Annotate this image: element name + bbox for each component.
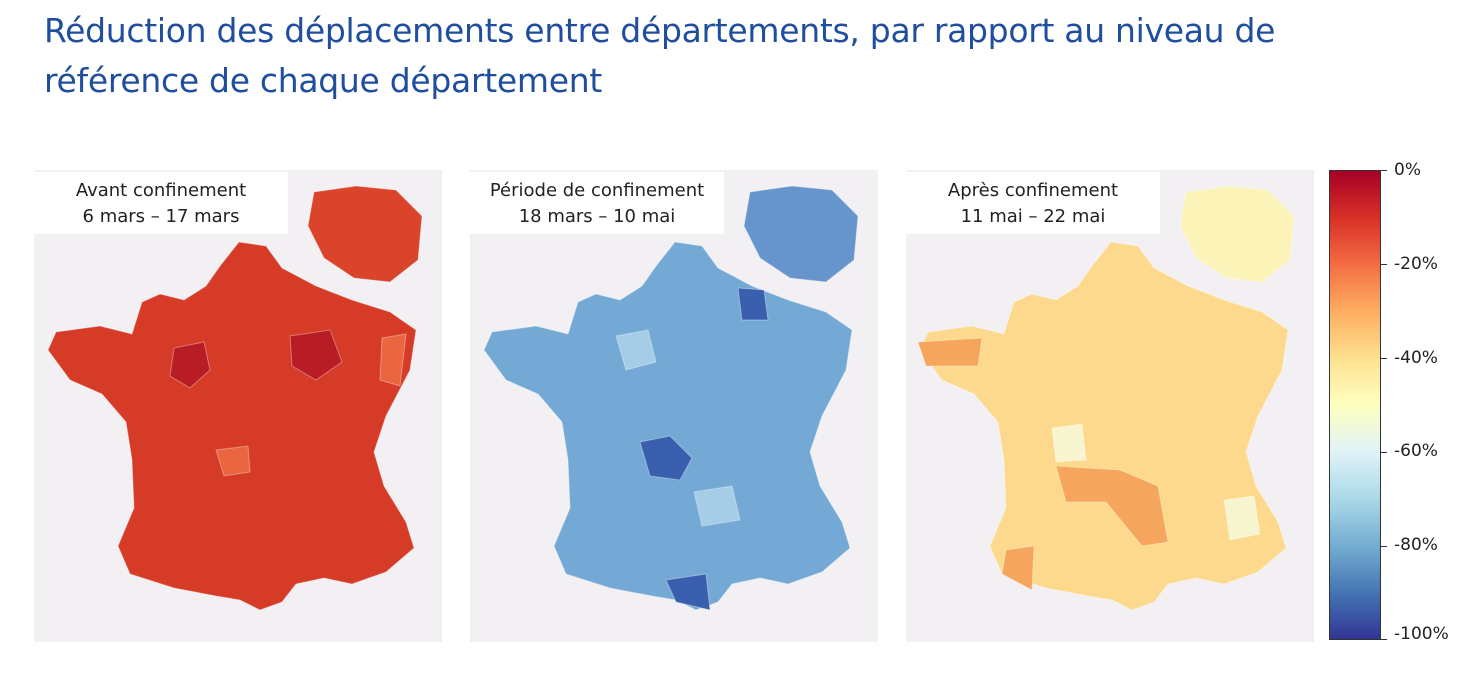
region-dark-2 — [289, 329, 343, 381]
region-light-2 — [215, 445, 251, 477]
page-title: Réduction des déplacements entre départe… — [44, 11, 1276, 100]
legend-tickmark — [1381, 546, 1387, 547]
period-name: Avant confinement — [75, 180, 247, 201]
region-light-1 — [379, 333, 407, 387]
region-dark-1 — [1055, 465, 1169, 547]
ile-de-france-inset — [307, 185, 423, 283]
legend-tick-label: -20% — [1394, 254, 1438, 274]
map-panel-confinement — [470, 170, 878, 642]
map-panel-apres — [906, 170, 1314, 642]
ile-de-france-inset — [1179, 185, 1295, 283]
france-map-confinement — [483, 185, 859, 611]
color-scale-bar — [1329, 170, 1381, 640]
france-mainland-shape — [47, 241, 417, 611]
france-map-avant — [47, 185, 423, 611]
legend-tickmark — [1381, 170, 1387, 171]
legend-tick-label: 0% — [1394, 160, 1421, 180]
region-dark-1 — [169, 341, 211, 389]
period-dates: 11 mai – 22 mai — [960, 206, 1106, 227]
legend-tick-label: -40% — [1394, 348, 1438, 368]
region-dark-2 — [917, 337, 983, 367]
period-name: Après confinement — [947, 180, 1119, 201]
region-dark-2 — [665, 573, 711, 611]
period-dates: 6 mars – 17 mars — [82, 206, 240, 227]
legend-tickmark — [1381, 639, 1387, 640]
period-label-confinement: Période de confinement 18 mars – 10 mai — [470, 172, 724, 234]
legend-tickmark — [1381, 264, 1387, 265]
legend-tickmark — [1381, 358, 1387, 359]
region-light-2 — [1223, 495, 1261, 541]
period-label-avant: Avant confinement 6 mars – 17 mars — [34, 172, 288, 234]
region-dark-1 — [639, 435, 693, 481]
legend-tick-label: -60% — [1394, 441, 1438, 461]
period-label-apres: Après confinement 11 mai – 22 mai — [906, 172, 1160, 234]
region-light-2 — [693, 485, 741, 527]
region-dark-3 — [737, 287, 769, 321]
france-mainland-shape — [919, 241, 1289, 611]
ile-de-france-inset — [743, 185, 859, 283]
region-light-1 — [1051, 423, 1087, 463]
period-name: Période de confinement — [489, 180, 705, 201]
france-mainland-shape — [483, 241, 853, 611]
map-panel-avant — [34, 170, 442, 642]
region-dark-3 — [1001, 545, 1035, 591]
legend-tickmark — [1381, 452, 1387, 453]
france-map-apres — [917, 185, 1295, 611]
legend-tick-label: -100% — [1394, 624, 1449, 644]
region-light-1 — [615, 329, 657, 371]
period-dates: 18 mars – 10 mai — [518, 206, 676, 227]
legend-tick-label: -80% — [1394, 535, 1438, 555]
